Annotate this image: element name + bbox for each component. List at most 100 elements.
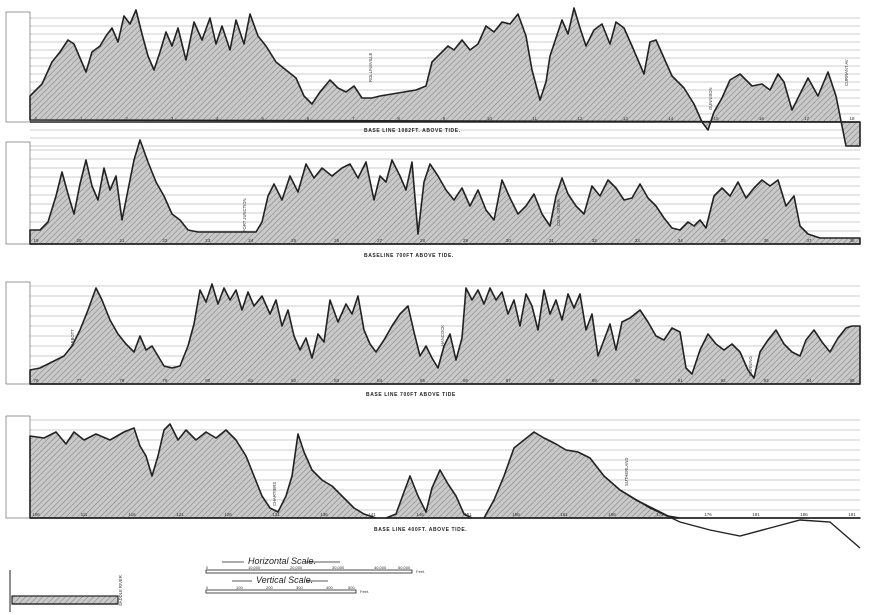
profile-strip-3: BASE LINE 700FT ABOVE TIDE ABBOTT HANCOC… <box>5 281 861 398</box>
station-number: 7 <box>352 116 355 121</box>
elevation-scale-left <box>5 141 31 245</box>
station-number: 126 <box>224 512 232 517</box>
horizontal-scale-bar <box>205 569 413 574</box>
scale-tick-label: 100 <box>236 585 243 590</box>
station-number: 33 <box>635 238 641 243</box>
scale-tick-label: 10,000 <box>248 565 261 570</box>
vertical-scale-unit: Feet. <box>360 589 369 594</box>
station-number: 18 <box>849 116 855 121</box>
station-number: 20 <box>76 238 82 243</box>
station-number: 36 <box>764 238 770 243</box>
station-number: 12 <box>577 116 583 121</box>
station-number: 29 <box>463 238 469 243</box>
inset-label: SADDLE RIVER <box>118 575 123 606</box>
station-number: 16 <box>759 116 765 121</box>
terrain-profile <box>29 7 861 147</box>
station-number: 116 <box>128 512 136 517</box>
horizontal-scale-title: Horizontal Scale. <box>248 556 316 566</box>
station-label: CHARTIERS <box>272 482 277 506</box>
station-number: 78 <box>119 378 125 383</box>
horizontal-scale-unit: Feet. <box>416 569 425 574</box>
station-number: 25 <box>291 238 297 243</box>
station-number: 151 <box>464 512 472 517</box>
station-number: 0 <box>35 116 38 121</box>
station-number: 88 <box>549 378 555 383</box>
station-number: 84 <box>377 378 383 383</box>
station-number: 89 <box>592 378 598 383</box>
scale-tick-label: 40,000 <box>374 565 387 570</box>
station-label: COAL CREEK <box>556 199 561 226</box>
station-number: 77 <box>76 378 82 383</box>
station-number: 23 <box>205 238 211 243</box>
scale-tick-label: 400 <box>326 585 333 590</box>
terrain-profile <box>29 139 861 245</box>
station-number: 191 <box>848 512 856 517</box>
station-number: 22 <box>162 238 168 243</box>
station-number: 19 <box>33 238 39 243</box>
elevation-scale-left <box>5 415 31 519</box>
station-number: 85 <box>420 378 426 383</box>
station-number: 3 <box>171 116 174 121</box>
station-number: 17 <box>804 116 810 121</box>
profile-strip-2: BASELINE 700FT ABOVE TIDE. FORT JUNCTION… <box>5 139 861 259</box>
station-number: 136 <box>320 512 328 517</box>
station-number: 38 <box>849 238 855 243</box>
station-number: 80 <box>205 378 211 383</box>
terrain-profile <box>29 423 861 519</box>
baseline-label: BASELINE 700FT ABOVE TIDE. <box>364 253 454 259</box>
station-number: 121 <box>176 512 184 517</box>
inset-terrain <box>11 595 119 605</box>
station-number: 156 <box>512 512 520 517</box>
descending-grade-line <box>619 489 861 549</box>
station-number: 93 <box>764 378 770 383</box>
vertical-scale-title: Vertical Scale. <box>256 575 313 585</box>
station-label: HANCOCK <box>440 325 445 346</box>
station-number: 27 <box>377 238 383 243</box>
station-number: 79 <box>162 378 168 383</box>
station-number: 90 <box>635 378 641 383</box>
terrain-profile <box>29 283 861 385</box>
elevation-scale-left <box>5 11 31 123</box>
station-number: 11 <box>532 116 537 121</box>
station-number: 131 <box>272 512 280 517</box>
station-number: 95 <box>849 378 855 383</box>
scale-tick-label: 500 <box>348 585 355 590</box>
elevation-scale-left <box>5 281 31 385</box>
station-number: 9 <box>443 116 446 121</box>
station-number: 32 <box>592 238 598 243</box>
station-number: 35 <box>721 238 727 243</box>
station-number: 24 <box>248 238 254 243</box>
vertical-scale: Vertical Scale. 0 100 200 300 400 500 Fe… <box>205 575 369 594</box>
station-number: 15 <box>713 116 719 121</box>
station-number: 13 <box>623 116 629 121</box>
station-number: 141 <box>368 512 376 517</box>
station-number: 86 <box>463 378 469 383</box>
station-number: 14 <box>668 116 674 121</box>
station-number: 10 <box>487 116 493 121</box>
profile-strip-4: BASE LINE 400FT. ABOVE TIDE. CHARTIERS S… <box>5 415 861 549</box>
station-number: 76 <box>33 378 39 383</box>
station-label: FORT JUNCTION <box>242 198 247 232</box>
station-number: 1 <box>80 116 83 121</box>
station-number: 26 <box>334 238 340 243</box>
baseline-label: BASE LINE 1082FT. ABOVE TIDE. <box>364 128 461 134</box>
station-number: 2 <box>125 116 128 121</box>
station-number: 186 <box>800 512 808 517</box>
station-number: 106 <box>32 512 40 517</box>
station-number: 8 <box>397 116 400 121</box>
scale-tick-label: 200 <box>266 585 273 590</box>
station-number: 176 <box>704 512 712 517</box>
station-label: ROLLINSVILLE <box>368 52 373 82</box>
station-number: 166 <box>608 512 616 517</box>
scale-tick-label: 0 <box>206 565 209 570</box>
station-label: CURRANT AV <box>844 59 849 86</box>
scale-tick-label: 50,000 <box>398 565 411 570</box>
station-number: 92 <box>721 378 727 383</box>
station-label: CORNING <box>748 356 753 376</box>
station-number: 4 <box>216 116 219 121</box>
inset-profile: SADDLE RIVER <box>9 570 123 612</box>
station-number: 87 <box>506 378 512 383</box>
scale-tick-label: 30,000 <box>332 565 345 570</box>
station-number: 83 <box>334 378 340 383</box>
